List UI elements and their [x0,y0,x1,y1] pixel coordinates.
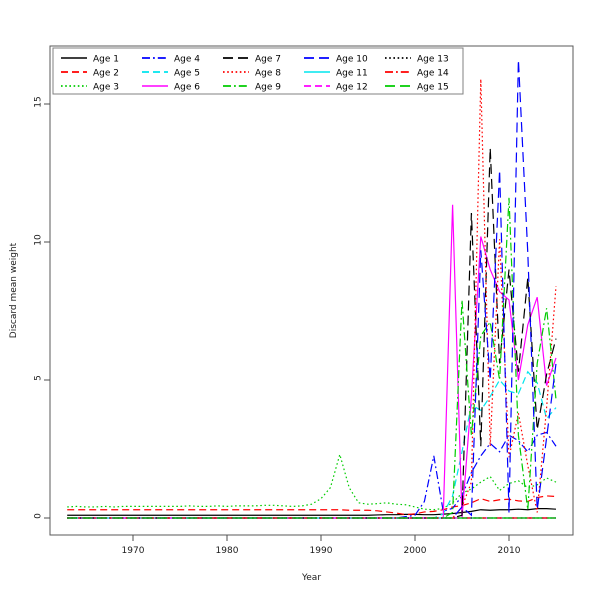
plot-border [49,45,574,536]
legend-label-age-6: Age 6 [174,83,200,93]
legend-label-age-13: Age 13 [417,55,449,65]
x-axis-title: Year [301,573,321,583]
legend-label-age-15: Age 15 [417,83,449,93]
x-tick-label: 2000 [404,546,427,556]
legend-label-age-1: Age 1 [93,55,119,65]
legend-label-age-4: Age 4 [174,55,200,65]
y-tick-label: 0 [34,513,44,519]
y-tick-label: 10 [34,234,44,246]
y-tick-label: 5 [34,375,44,381]
legend-label-age-10: Age 10 [336,55,368,65]
legend-label-age-5: Age 5 [174,69,200,79]
x-tick-label: 1990 [310,546,333,556]
legend-label-age-11: Age 11 [336,69,368,79]
legend-label-age-7: Age 7 [255,55,281,65]
series-line-age-1 [67,508,557,516]
legend-label-age-12: Age 12 [336,83,368,93]
series-layer [67,59,557,519]
y-axis-title: Discard mean weight [9,242,19,338]
legend-label-age-14: Age 14 [417,69,449,79]
series-line-age-3 [67,452,557,511]
legend-layer: Age 1 Age 2 Age 3 Age 4 Age 5 Age 6 Age 7 Age 8… [52,47,464,95]
legend-label-age-2: Age 2 [93,69,119,79]
x-tick-label: 1970 [122,546,145,556]
x-tick-label: 2010 [498,546,521,556]
series-line-age-2 [67,495,557,516]
y-tick-label: 15 [34,96,44,107]
axes-layer: 0 5 10 15 1970 1980 1990 2000 2010 [34,45,574,556]
legend-label-age-3: Age 3 [93,83,119,93]
x-tick-label: 1980 [216,546,239,556]
legend-label-age-9: Age 9 [255,83,281,93]
legend-label-age-8: Age 8 [255,69,281,79]
